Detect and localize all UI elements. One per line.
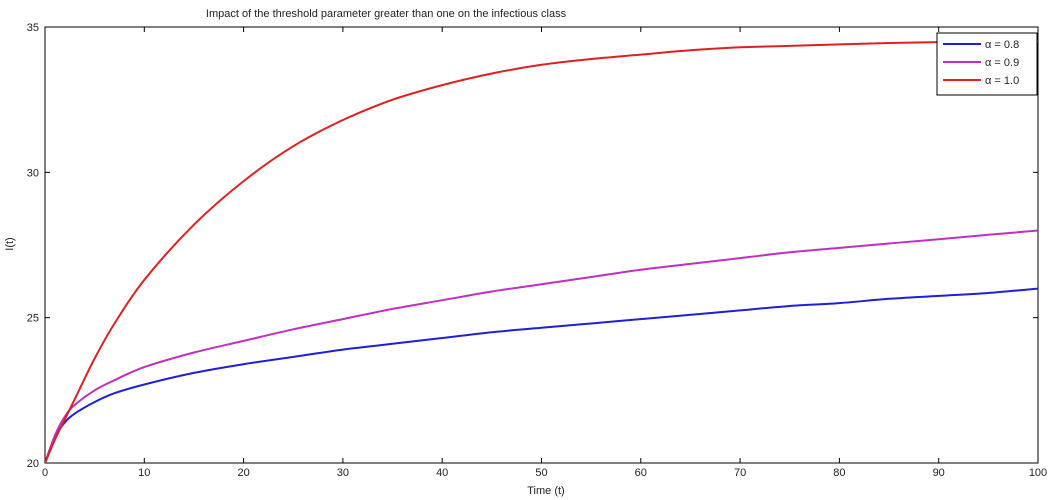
- chart-title: Impact of the threshold parameter greate…: [206, 8, 567, 20]
- legend-label-2: α = 1.0: [985, 75, 1019, 87]
- y-tick-label: 20: [27, 458, 39, 470]
- axes-box: [44, 26, 1039, 464]
- x-tick-label: 100: [1029, 467, 1047, 479]
- x-tick-label: 0: [42, 467, 48, 479]
- legend: α = 0.8 α = 0.9 α = 1.0: [936, 32, 1038, 96]
- x-tick-label: 50: [535, 467, 547, 479]
- legend-label-0: α = 0.8: [985, 39, 1019, 51]
- plot-area: 0 10 20 30 40 50 60 70 80 90 100 20 25 30 35: [27, 22, 1047, 479]
- x-tick-label: 20: [237, 467, 249, 479]
- y-axis-label: I(t): [4, 237, 16, 250]
- legend-label-1: α = 0.9: [985, 57, 1019, 69]
- x-tick-label: 10: [138, 467, 150, 479]
- x-tick-label: 40: [436, 467, 448, 479]
- x-tick-label: 70: [734, 467, 746, 479]
- series-line-1: [45, 229, 1038, 463]
- x-tick-label: 60: [635, 467, 647, 479]
- y-tick-label: 25: [27, 313, 39, 325]
- x-tick-label: 80: [833, 467, 845, 479]
- x-axis-label: Time (t): [527, 485, 564, 497]
- series-line-0: [45, 287, 1038, 463]
- y-tick-label: 35: [27, 22, 39, 34]
- series-line-2: [45, 40, 1038, 463]
- y-tick-label: 30: [27, 167, 39, 179]
- x-tick-label: 30: [337, 467, 349, 479]
- x-tick-label: 90: [933, 467, 945, 479]
